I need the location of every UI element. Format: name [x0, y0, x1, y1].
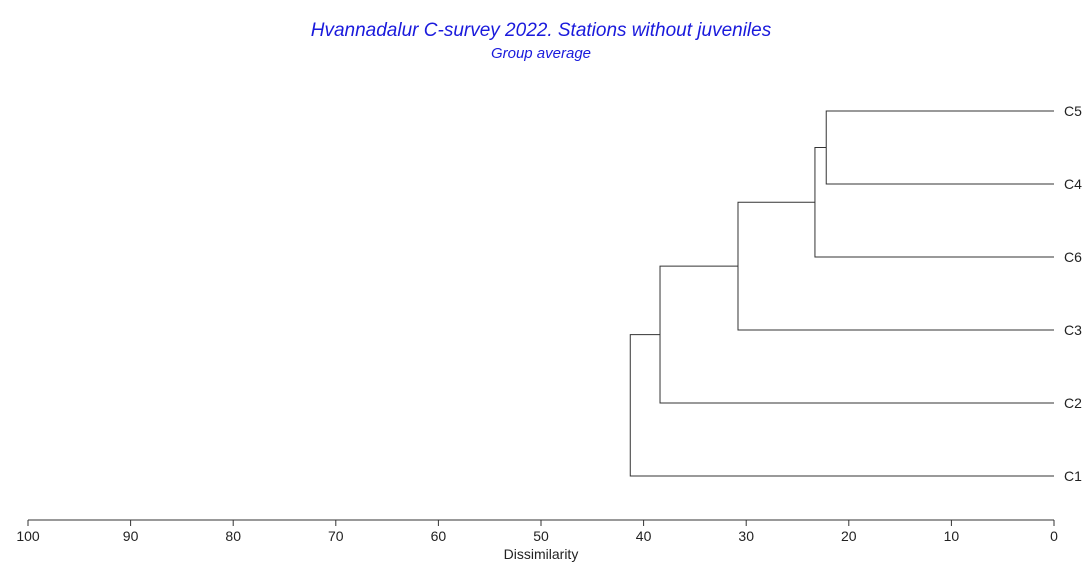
x-tick-label-100: 100	[16, 528, 40, 544]
x-tick-label-40: 40	[636, 528, 652, 544]
leaf-label-c2: C2	[1064, 395, 1082, 411]
x-tick-label-60: 60	[431, 528, 447, 544]
merge-path-2	[814, 147, 1054, 258]
x-tick-label-10: 10	[944, 528, 960, 544]
leaf-label-c4: C4	[1064, 176, 1082, 192]
x-tick-label-20: 20	[841, 528, 857, 544]
merge-link-1	[825, 110, 1054, 185]
merge-path-4	[659, 265, 1054, 404]
chart-title: Hvannadalur C-survey 2022. Stations with…	[311, 20, 772, 41]
x-axis-label: Dissimilarity	[504, 546, 579, 562]
leaf-label-c1: C1	[1064, 468, 1082, 484]
leaf-labels: C5 C4 C6 C3 C2 C1	[1064, 103, 1082, 484]
x-axis: 100 90 80 70 60 50 40 30 20 10 0	[16, 519, 1058, 544]
merge-path-1	[825, 110, 1054, 185]
x-tick-label-0: 0	[1050, 528, 1058, 544]
x-tick-label-90: 90	[123, 528, 139, 544]
x-tick-label-70: 70	[328, 528, 344, 544]
merge-link-2	[814, 147, 1054, 258]
dendrogram-tree	[629, 110, 1054, 477]
merge-path-3	[737, 201, 1054, 331]
x-tick-label-30: 30	[738, 528, 754, 544]
leaf-label-c3: C3	[1064, 322, 1082, 338]
merge-path-5	[629, 334, 1054, 477]
merge-link-5	[629, 334, 1054, 477]
merge-link-3	[737, 201, 1054, 331]
leaf-label-c5: C5	[1064, 103, 1082, 119]
leaf-label-c6: C6	[1064, 249, 1082, 265]
chart-subtitle: Group average	[491, 45, 591, 62]
x-tick-label-50: 50	[533, 528, 549, 544]
x-tick-label-80: 80	[225, 528, 241, 544]
merge-link-4	[659, 265, 1054, 404]
